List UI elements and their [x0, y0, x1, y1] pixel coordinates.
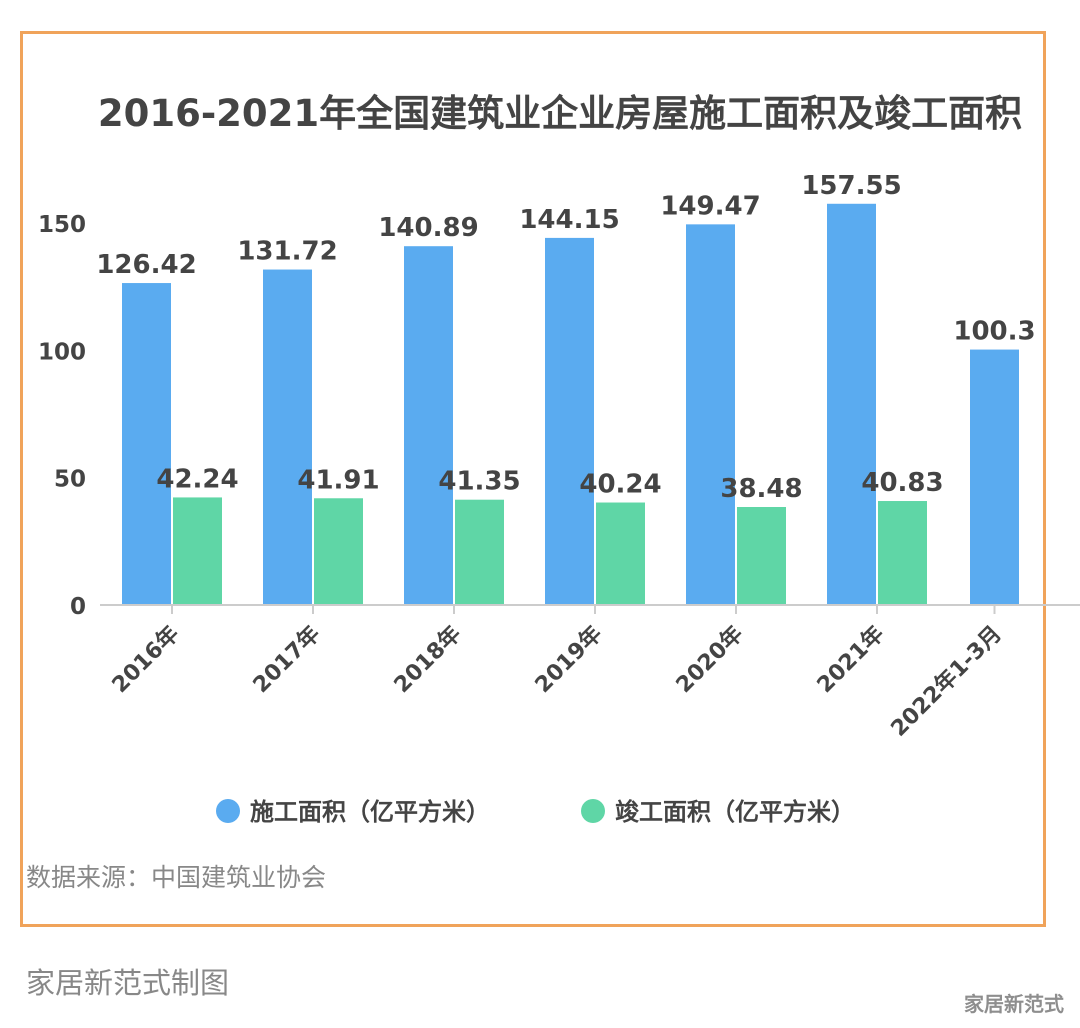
bar-completion	[737, 507, 786, 605]
bar-completion	[455, 499, 504, 605]
source-note: 数据来源：中国建筑业协会	[26, 863, 327, 892]
bar-chart: 2016-2021年全国建筑业企业房屋施工面积及竣工面积 0 50 100 15…	[38, 92, 1080, 826]
bar-construction	[122, 283, 171, 605]
y-axis: 0 50 100 150	[38, 212, 86, 620]
data-label-construction: 140.89	[378, 213, 478, 243]
x-axis-ticks	[171, 605, 996, 614]
legend-swatch-completion	[581, 799, 605, 823]
data-label-completion: 41.35	[438, 467, 520, 497]
data-label-construction: 144.15	[519, 205, 619, 235]
bar-completion	[596, 502, 645, 605]
data-label-completion: 38.48	[720, 474, 802, 504]
y-tick-label: 100	[38, 339, 86, 365]
y-tick-label: 0	[70, 594, 86, 620]
x-axis-labels: 2016年 2017年 2018年 2019年 2020年 2021年 2022…	[107, 621, 1007, 742]
x-tick-label: 2019年	[530, 621, 607, 698]
data-label-construction: 100.3	[953, 317, 1035, 347]
bar-construction	[545, 237, 594, 605]
data-label-completion: 40.83	[861, 468, 943, 498]
y-tick-label: 150	[38, 212, 86, 238]
data-label-construction: 149.47	[660, 191, 760, 221]
legend-swatch-construction	[216, 799, 240, 823]
footer-credit: 家居新范式制图	[26, 966, 230, 1000]
data-labels-group: 126.42 42.24 131.72 41.91 140.89 41.35 144.15 4…	[96, 171, 1035, 504]
x-tick-label: 2022年1-3月	[886, 621, 1007, 742]
bar-construction	[404, 246, 453, 605]
bar-completion	[878, 501, 927, 605]
bar-completion	[314, 498, 363, 605]
x-tick-label: 2018年	[389, 621, 466, 698]
bars-group	[122, 203, 1019, 606]
watermark-logo: 家居新范式	[964, 992, 1064, 1016]
bar-construction	[827, 203, 876, 606]
x-tick-label: 2020年	[671, 621, 748, 698]
legend: 施工面积（亿平方米） 竣工面积（亿平方米）	[216, 798, 855, 826]
bar-construction	[263, 269, 312, 605]
x-tick-label: 2016年	[107, 621, 184, 698]
data-label-construction: 131.72	[237, 237, 337, 267]
legend-label-construction: 施工面积（亿平方米）	[250, 798, 490, 826]
x-tick-label: 2017年	[248, 621, 325, 698]
data-label-construction: 126.42	[96, 250, 196, 280]
data-label-construction: 157.55	[801, 171, 901, 201]
bar-completion	[173, 497, 222, 605]
x-tick-label: 2021年	[812, 621, 889, 698]
bar-construction	[970, 349, 1019, 605]
legend-label-completion: 竣工面积（亿平方米）	[615, 798, 855, 826]
data-label-completion: 42.24	[156, 464, 238, 494]
data-label-completion: 41.91	[297, 465, 379, 495]
data-label-completion: 40.24	[579, 470, 661, 500]
bar-construction	[686, 224, 735, 605]
y-tick-label: 50	[54, 467, 86, 493]
chart-title: 2016-2021年全国建筑业企业房屋施工面积及竣工面积	[98, 92, 1022, 135]
